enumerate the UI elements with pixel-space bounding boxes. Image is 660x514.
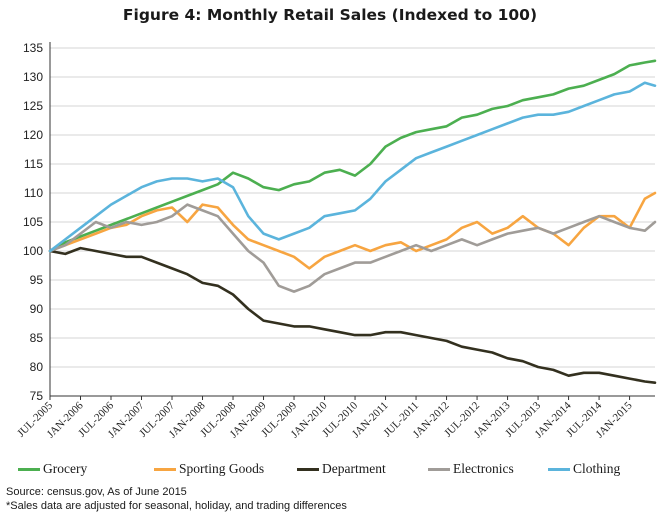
y-tick-label: 110 [24,186,43,200]
y-tick-label: 100 [23,244,43,258]
y-tick-label: 135 [23,41,43,55]
y-tick-label: 90 [30,302,44,316]
legend-swatch-grocery [18,467,40,471]
x-tick-labels: JUL-2005JAN-2006JUL-2006JAN-2007JUL-2007… [15,399,635,440]
legend-label-sporting-goods: Sporting Goods [179,461,265,476]
legend-label-electronics: Electronics [453,461,514,476]
legend: Grocery Sporting Goods Department Electr… [18,461,658,479]
series-line-clothing [48,81,657,253]
y-tick-label: 95 [30,273,44,287]
y-tick-label: 115 [24,157,43,171]
adjustment-note: *Sales data are adjusted for seasonal, h… [6,500,347,512]
legend-swatch-sporting-goods [154,467,176,471]
legend-item-grocery: Grocery [18,461,87,477]
series-line-grocery [48,59,657,253]
series-lines [48,59,657,385]
y-tick-label: 80 [30,360,44,374]
series-line-electronics [48,203,657,293]
line-chart: 75 80 85 90 95 100 105 110 115 120 125 130 135 JUL-2… [15,41,657,441]
chart-title: Figure 4: Monthly Retail Sales (Indexed … [122,6,538,24]
legend-item-clothing: Clothing [548,461,620,477]
legend-swatch-electronics [428,467,450,471]
y-tick-label: 125 [23,99,43,113]
y-tick-label: 75 [30,389,44,403]
y-tick-label: 130 [23,70,43,84]
legend-label-department: Department [322,461,386,476]
y-tick-label: 85 [30,331,44,345]
legend-swatch-department [297,467,319,471]
series-line-department [48,246,657,385]
y-tick-label: 120 [23,128,43,142]
legend-item-sporting-goods: Sporting Goods [154,461,264,477]
legend-label-clothing: Clothing [573,461,621,476]
axes [49,42,655,400]
series-line-sporting-goods [48,191,657,270]
legend-label-grocery: Grocery [43,461,88,476]
source-note: Source: census.gov, As of June 2015 [6,486,187,498]
y-tick-label: 105 [23,215,43,229]
y-tick-labels: 75 80 85 90 95 100 105 110 115 120 125 130 135 [23,41,43,403]
legend-item-department: Department [297,461,386,477]
legend-swatch-clothing [548,467,570,471]
gridlines [50,47,655,368]
legend-item-electronics: Electronics [428,461,514,477]
